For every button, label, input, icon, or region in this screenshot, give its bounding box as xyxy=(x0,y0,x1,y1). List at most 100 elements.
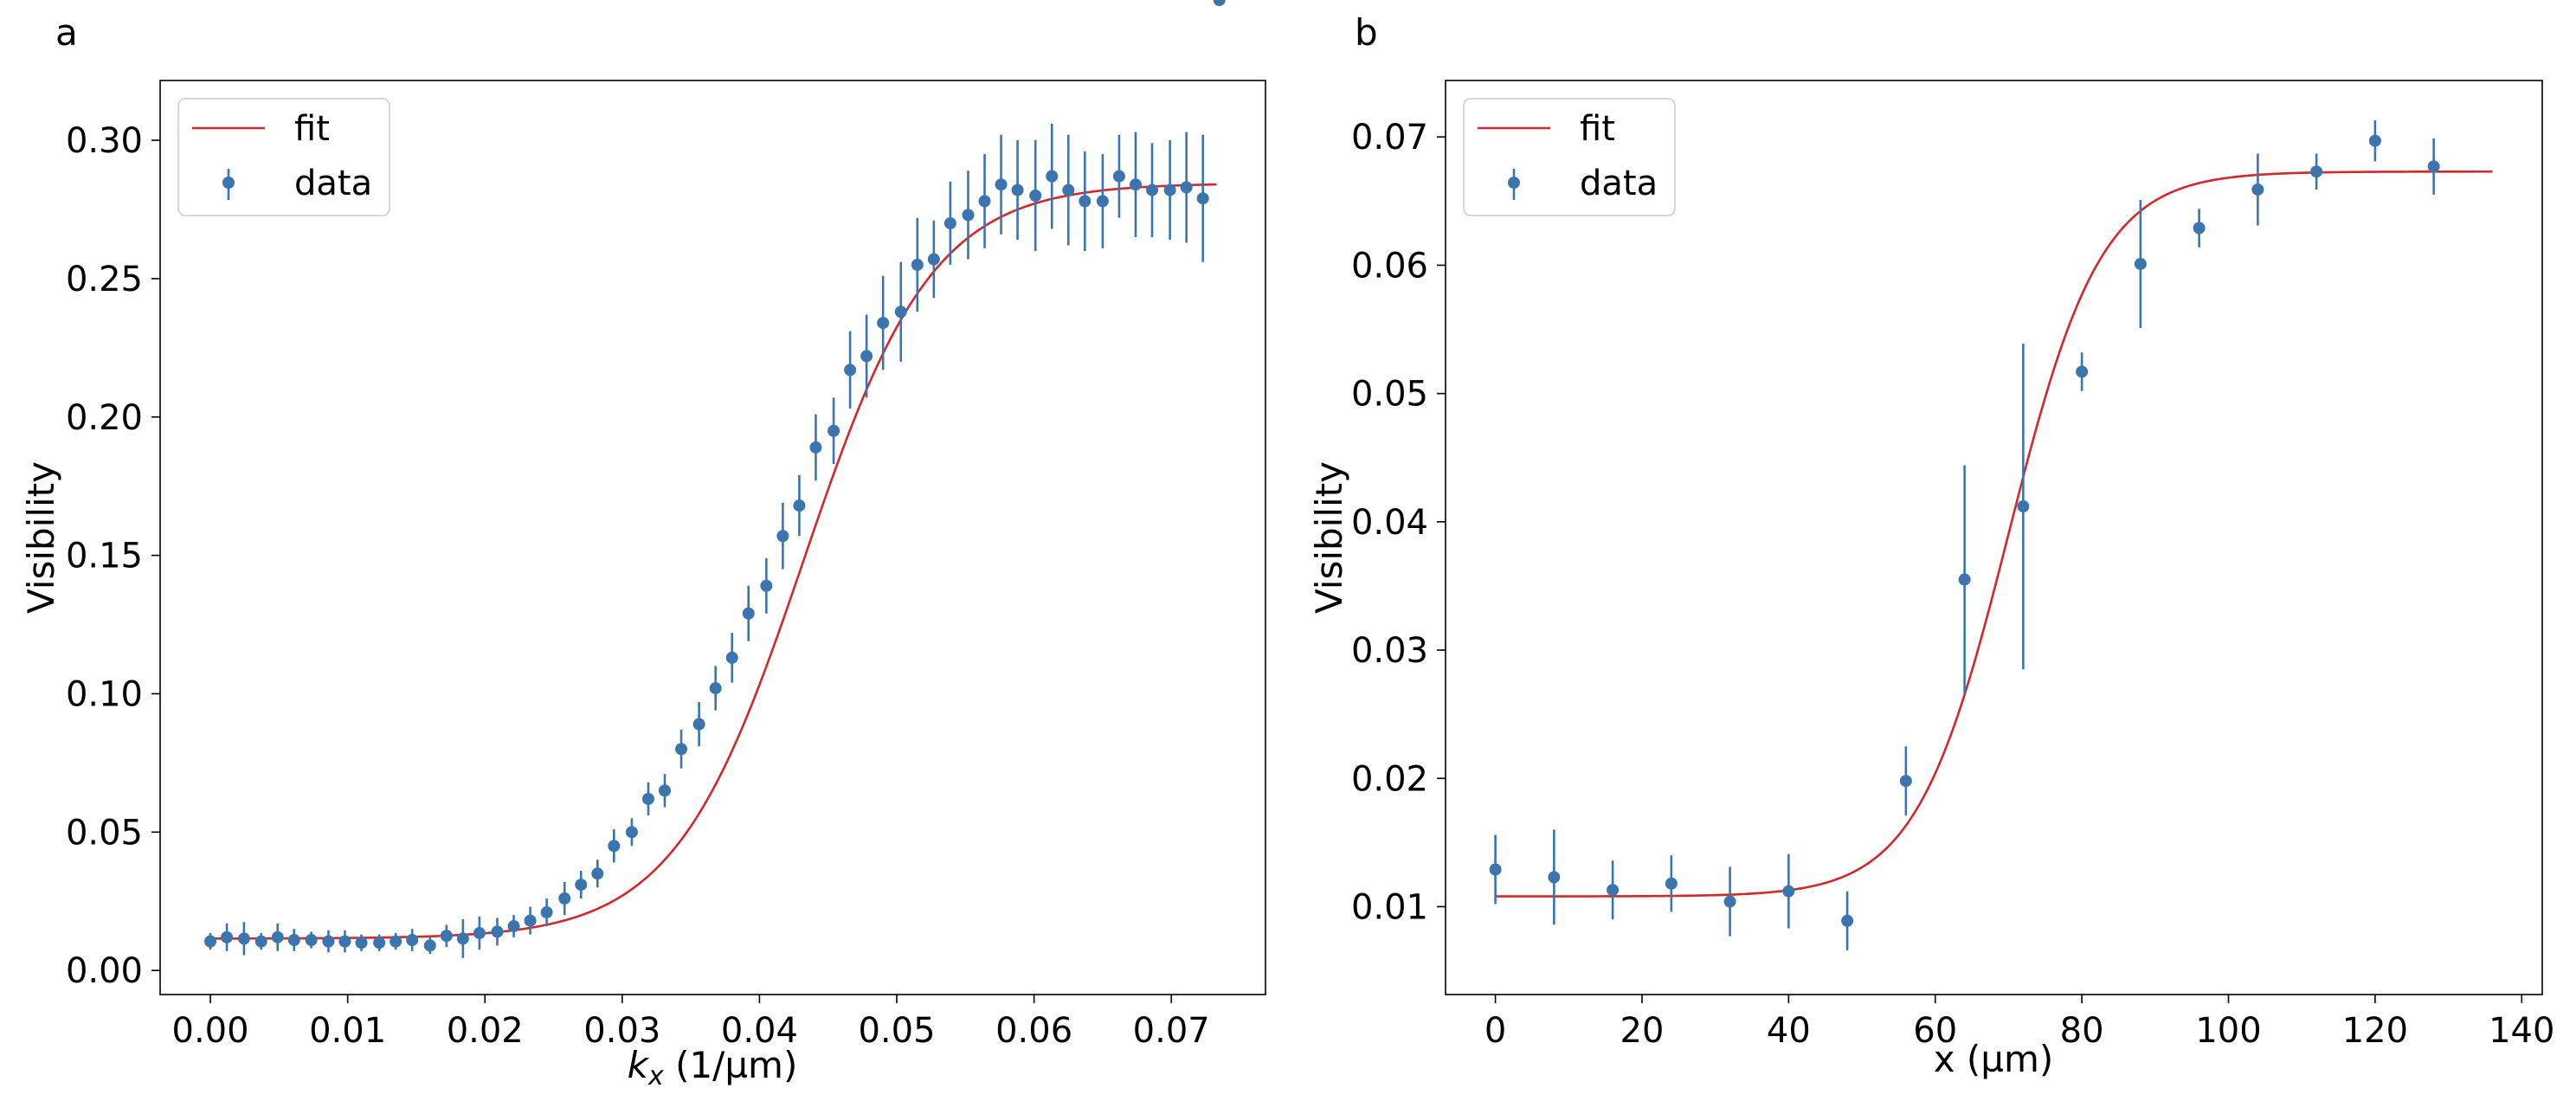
panel-a-x-label-sub: x xyxy=(647,1061,664,1091)
panel-a-data-marker xyxy=(1180,181,1193,194)
panel-a-data-marker xyxy=(305,934,318,947)
panel-a-data-marker xyxy=(558,892,571,905)
panel-b-data-point xyxy=(2310,153,2323,190)
panel-a-data-marker xyxy=(591,867,604,880)
panel-a-data-marker xyxy=(237,932,250,945)
panel-b-x-tick-label: 140 xyxy=(2489,1011,2554,1051)
panel-a-data-point xyxy=(1011,140,1024,241)
panel-a-data-point xyxy=(406,929,419,951)
panel-a-x-tick-label: 0.03 xyxy=(583,1011,660,1051)
panel-a-data-point xyxy=(962,171,975,260)
panel-b-legend: fit data xyxy=(1463,98,1676,216)
panel-a-y-tick-label: 0.20 xyxy=(66,398,143,438)
panel-a-data-point xyxy=(456,919,469,958)
panel-a-data-marker xyxy=(776,530,789,543)
panel-a-data-point xyxy=(1213,0,1226,6)
panel-a-y-axis-label: Visibility xyxy=(20,461,62,614)
panel-a-data-point xyxy=(423,937,436,955)
panel-a-x-tick-label: 0.05 xyxy=(858,1011,935,1051)
panel-a-data-marker xyxy=(456,932,469,945)
panel-a-data-marker xyxy=(355,937,368,950)
panel-a-data-marker xyxy=(978,195,991,208)
panel-b-data-marker xyxy=(1665,877,1678,890)
panel-a-x-label-main: k xyxy=(628,1044,650,1086)
panel-a-data-marker xyxy=(692,718,705,731)
panel-a-data-marker xyxy=(927,253,940,266)
panel-a-data-marker xyxy=(1112,170,1125,183)
panel-a-data-marker xyxy=(1079,195,1092,208)
panel-a-data-marker xyxy=(507,920,520,933)
panel-a-data-point xyxy=(860,314,873,398)
panel-a-data-marker xyxy=(540,906,553,919)
panel-a-data-point xyxy=(675,730,688,769)
panel-b-legend-fit-label: fit xyxy=(1580,109,1615,149)
panel-a-data-point xyxy=(271,923,284,951)
panel-b-data-point xyxy=(1548,829,1561,925)
panel-b-data-point xyxy=(2427,138,2440,195)
panel-a-data-marker xyxy=(204,935,217,948)
panel-a-data-point xyxy=(877,275,890,370)
panel-a-data-point xyxy=(978,154,991,248)
panel-a-data-point xyxy=(322,930,335,953)
panel-a-data-marker xyxy=(709,682,722,695)
panel-a-data-point xyxy=(776,502,789,570)
panel-a-data-point xyxy=(911,217,924,312)
panel-a-data-point xyxy=(221,923,234,951)
panel-a-data-marker xyxy=(809,441,822,454)
panel-b-fit-curve xyxy=(1495,170,2493,898)
panel-a-data-point xyxy=(943,182,956,265)
panel-a-x-tick-label: 0.00 xyxy=(172,1011,249,1051)
panel-a-data-point xyxy=(1196,134,1209,262)
panel-b-data-point xyxy=(1782,853,1795,929)
panel-a-data-point xyxy=(473,916,486,950)
panel-a-data-point xyxy=(540,898,553,927)
panel-a-x-label-unit: (1/µm) xyxy=(664,1044,798,1086)
panel-b-fit-layer xyxy=(1495,170,2493,898)
panel-a-data-marker xyxy=(793,499,806,512)
panel-b-label: b xyxy=(1355,11,1378,54)
panel-a-data-marker xyxy=(641,792,654,805)
panel-b-data-marker xyxy=(1782,885,1795,898)
panel-b-data-point xyxy=(1665,855,1678,912)
panel-a-y-tick-label: 0.25 xyxy=(66,260,143,299)
panel-b-x-tick-label: 60 xyxy=(1913,1011,1957,1051)
panel-b-data-point xyxy=(1958,465,1971,694)
panel-b-y-tick-label: 0.05 xyxy=(1351,375,1428,415)
panel-b-y-tick-label: 0.02 xyxy=(1351,759,1428,799)
panel-a-y-tick-label: 0.15 xyxy=(66,537,143,576)
panel-a-data-point xyxy=(390,933,402,950)
panel-b-data-marker xyxy=(1489,863,1502,876)
panel-a-data-marker xyxy=(221,930,234,943)
panel-a-data-point xyxy=(1180,132,1193,243)
panel-a-plot-frame xyxy=(159,80,1266,995)
panel-b-data-marker xyxy=(1841,914,1854,927)
panel-a-y-ticks: 0.00 0.05 0.10 0.15 0.20 0.25 0.30 xyxy=(66,121,160,991)
panel-a-data-marker xyxy=(423,939,436,952)
panel-b-y-axis-label: Visibility xyxy=(1308,461,1350,614)
panel-b-data-marker xyxy=(2251,183,2264,196)
panel-b-data-point xyxy=(2251,153,2264,226)
panel-a-data-point xyxy=(591,860,604,888)
panel-a-data-marker xyxy=(911,258,924,271)
panel-b-data-marker xyxy=(2368,134,2381,147)
panel-a-x-tick-label: 0.04 xyxy=(721,1011,798,1051)
panel-a-data-point xyxy=(709,666,722,711)
panel-b-data-point xyxy=(1723,866,1736,937)
panel-a-data-marker xyxy=(1146,184,1159,196)
panel-a-legend-data-label: data xyxy=(294,164,372,203)
panel-a-data-marker xyxy=(1163,184,1176,196)
panel-b-data-point xyxy=(1607,860,1620,920)
panel-b-plot-frame xyxy=(1445,80,2543,995)
panel-a-x-tick-label: 0.07 xyxy=(1133,1011,1210,1051)
panel-a-data-point xyxy=(625,818,638,847)
panel-a-x-axis-label: kx (1/µm) xyxy=(628,1044,798,1091)
panel-a-data-layer xyxy=(204,0,1226,958)
panel-a-data-marker xyxy=(406,934,419,947)
panel-a-data-point xyxy=(491,918,504,946)
panel-a-data-marker xyxy=(1046,170,1059,183)
panel-b-data-point xyxy=(1841,891,1854,950)
panel-a-data-marker xyxy=(995,178,1008,191)
panel-b-data-point xyxy=(1489,834,1502,905)
panel-b-legend-data-marker xyxy=(1508,177,1520,189)
panel-a-data-point xyxy=(809,414,822,481)
